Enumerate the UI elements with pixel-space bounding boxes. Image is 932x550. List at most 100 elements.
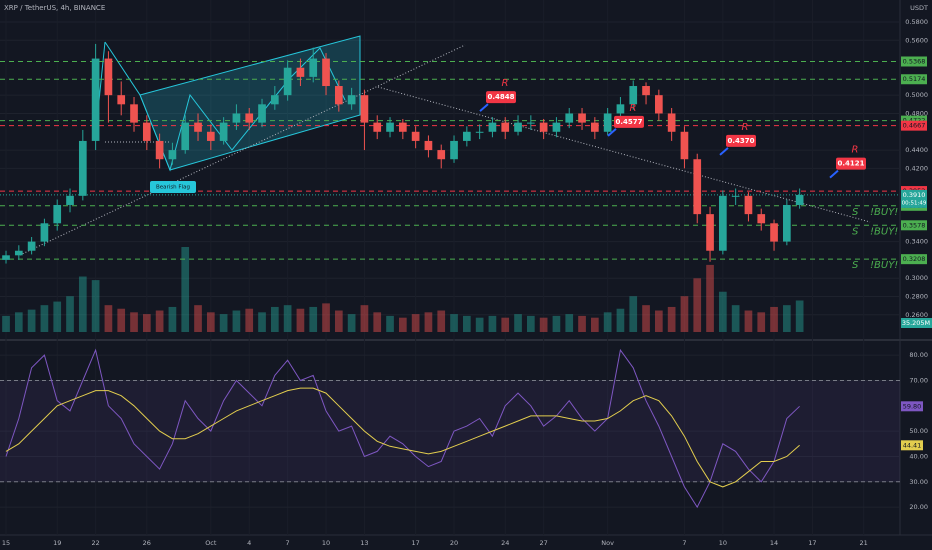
support-signal: !BUY!	[870, 207, 898, 218]
candle-body	[334, 86, 343, 105]
y-tick-label: 0.2800	[905, 292, 928, 300]
volume-label: 35.205M	[902, 319, 930, 327]
support-s: S	[852, 260, 859, 271]
volume-bar	[322, 303, 330, 332]
volume-bar	[14, 312, 23, 332]
x-tick-label: 24	[501, 539, 509, 547]
candle-body	[667, 113, 676, 132]
y-tick-label: 40.00	[909, 452, 928, 460]
rsi	[0, 348, 900, 509]
volume-bar	[565, 314, 574, 332]
annotation-value: 0.4121	[837, 160, 864, 168]
candle-body	[347, 95, 356, 105]
annotation-box	[836, 157, 866, 170]
level-label: 0.3208	[903, 255, 926, 263]
level-label: 0.5368	[903, 57, 926, 65]
volume-bar	[462, 315, 471, 332]
candle-body	[270, 95, 279, 105]
volume-bar	[2, 315, 10, 332]
y-tick-label: 0.5600	[905, 36, 928, 44]
candle-body	[539, 122, 548, 132]
candle-body	[731, 195, 740, 197]
volume-bar	[206, 312, 215, 332]
volume-bar	[155, 310, 164, 332]
pattern-label: Bearish Flag	[156, 185, 190, 191]
x-tick-label: 27	[539, 539, 547, 547]
candle-body	[283, 67, 292, 96]
volume-bar	[667, 306, 676, 332]
candle-body	[91, 58, 100, 141]
y-tick-label: 0.3400	[905, 238, 928, 246]
y-tick-label: 70.00	[909, 376, 928, 384]
candle-body	[2, 255, 10, 260]
candle-body	[744, 195, 753, 215]
support-signal: !BUY!	[870, 260, 898, 271]
trend-line	[377, 86, 871, 223]
flag-zigzag	[104, 41, 346, 172]
rsi-last-bg	[901, 401, 923, 412]
candle-body	[795, 194, 804, 205]
volume-bar	[744, 310, 753, 332]
candle-body	[40, 223, 49, 242]
candle-body	[245, 113, 254, 123]
volume-bar	[245, 308, 254, 332]
candle-body	[168, 150, 177, 160]
volume-bar	[514, 314, 522, 332]
volume-bar	[386, 315, 394, 332]
level-label: 0.3578	[903, 221, 926, 229]
level-label-bg	[901, 120, 927, 131]
x-tick-label: 4	[247, 539, 251, 547]
volume-bar	[219, 314, 228, 332]
annotation-box	[614, 115, 644, 128]
axis: 0.5800 0.5600 0.5000 0.4800 0.4400 0.4200 0.34…	[2, 18, 932, 547]
candle-body	[53, 204, 62, 224]
y-tick-label: 30.00	[909, 478, 928, 486]
volume-bar	[501, 317, 510, 332]
pattern-label-bg	[150, 181, 196, 193]
support-signal: !BUY!	[870, 226, 898, 237]
candle-body	[642, 86, 650, 96]
candle-body	[578, 113, 586, 123]
volume-bar	[296, 308, 305, 332]
volume-bar	[526, 315, 535, 332]
level-label: 0.4722	[903, 117, 926, 125]
candle-body	[411, 131, 420, 141]
annotation-r: R	[852, 145, 859, 156]
volume-bar	[258, 312, 266, 332]
volume-bar	[66, 296, 74, 332]
volume-bar	[680, 296, 689, 332]
last-price-bg	[901, 189, 927, 208]
candle-body	[475, 131, 484, 133]
candle-body	[437, 150, 446, 160]
x-tick-label: 7	[286, 539, 290, 547]
candle-body	[360, 95, 369, 123]
candle-body	[386, 122, 394, 132]
volume-bar	[398, 317, 407, 332]
volume-bar	[27, 309, 36, 332]
candle-body	[104, 58, 113, 96]
level-label-bg	[901, 56, 927, 67]
annotation-box	[486, 91, 516, 104]
candle-body	[654, 95, 663, 114]
candle-body	[783, 204, 791, 242]
volume-bar	[795, 300, 804, 332]
volume-bar	[731, 305, 740, 332]
annotation-pointer	[719, 147, 729, 156]
volume-bar	[783, 305, 791, 332]
rsi-line	[5, 387, 800, 488]
annotation-value: 0.4370	[727, 137, 754, 145]
volume-bar	[719, 291, 727, 332]
y-tick-label: 20.00	[909, 503, 928, 511]
volume-bar	[168, 306, 177, 332]
rsi-last-bg	[901, 440, 923, 451]
candle-body	[142, 122, 151, 141]
candle-body	[424, 140, 433, 151]
currency: USDT	[910, 4, 928, 12]
x-tick-label: 14	[770, 539, 778, 547]
volume-bar	[693, 278, 702, 332]
y-tick-label: 0.5000	[905, 91, 928, 99]
level-label: 0.4667	[903, 122, 926, 130]
volume-bar	[347, 314, 356, 332]
volume-bar	[411, 314, 420, 332]
